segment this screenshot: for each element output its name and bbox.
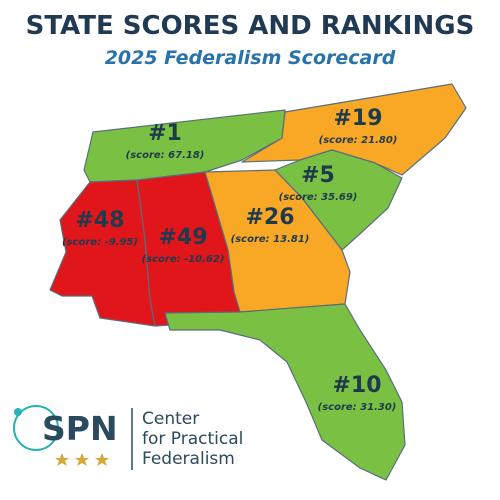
star bbox=[75, 453, 89, 466]
logo-text: for Practical bbox=[142, 429, 243, 449]
star bbox=[55, 453, 69, 466]
map bbox=[49, 83, 467, 481]
logo-stars bbox=[55, 453, 109, 466]
star bbox=[95, 453, 109, 466]
state bbox=[164, 303, 406, 481]
rank-label: #48 bbox=[75, 208, 124, 233]
rank-label: #19 bbox=[333, 106, 382, 131]
logo-text: Center bbox=[142, 409, 199, 429]
score-label: (score: -9.95) bbox=[62, 237, 138, 248]
score-label: (score: 13.81) bbox=[231, 234, 310, 245]
logo-mark: SPN bbox=[42, 409, 118, 448]
logo-dot bbox=[14, 408, 22, 416]
rank-label: #5 bbox=[301, 163, 335, 188]
state bbox=[49, 179, 156, 327]
logo-ring bbox=[13, 405, 59, 451]
score-label: (score: 21.80) bbox=[319, 135, 398, 146]
rank-label: #49 bbox=[158, 225, 207, 250]
score-label: (score: 31.30) bbox=[318, 402, 397, 413]
title: STATE SCORES AND RANKINGS bbox=[26, 11, 475, 41]
labels: #1 (score: 67.18) #19 (score: 21.80) #5 (scor… bbox=[62, 106, 397, 413]
rank-label: #10 bbox=[332, 373, 381, 398]
rank-label: #1 bbox=[148, 121, 182, 146]
subtitle: 2025 Federalism Scorecard bbox=[105, 47, 396, 69]
rank-label: #26 bbox=[245, 205, 294, 230]
score-label: (score: 35.69) bbox=[279, 192, 358, 203]
score-label: (score: -10.62) bbox=[142, 254, 225, 265]
score-label: (score: 67.18) bbox=[126, 150, 205, 161]
logo-text: Federalism bbox=[142, 449, 235, 469]
